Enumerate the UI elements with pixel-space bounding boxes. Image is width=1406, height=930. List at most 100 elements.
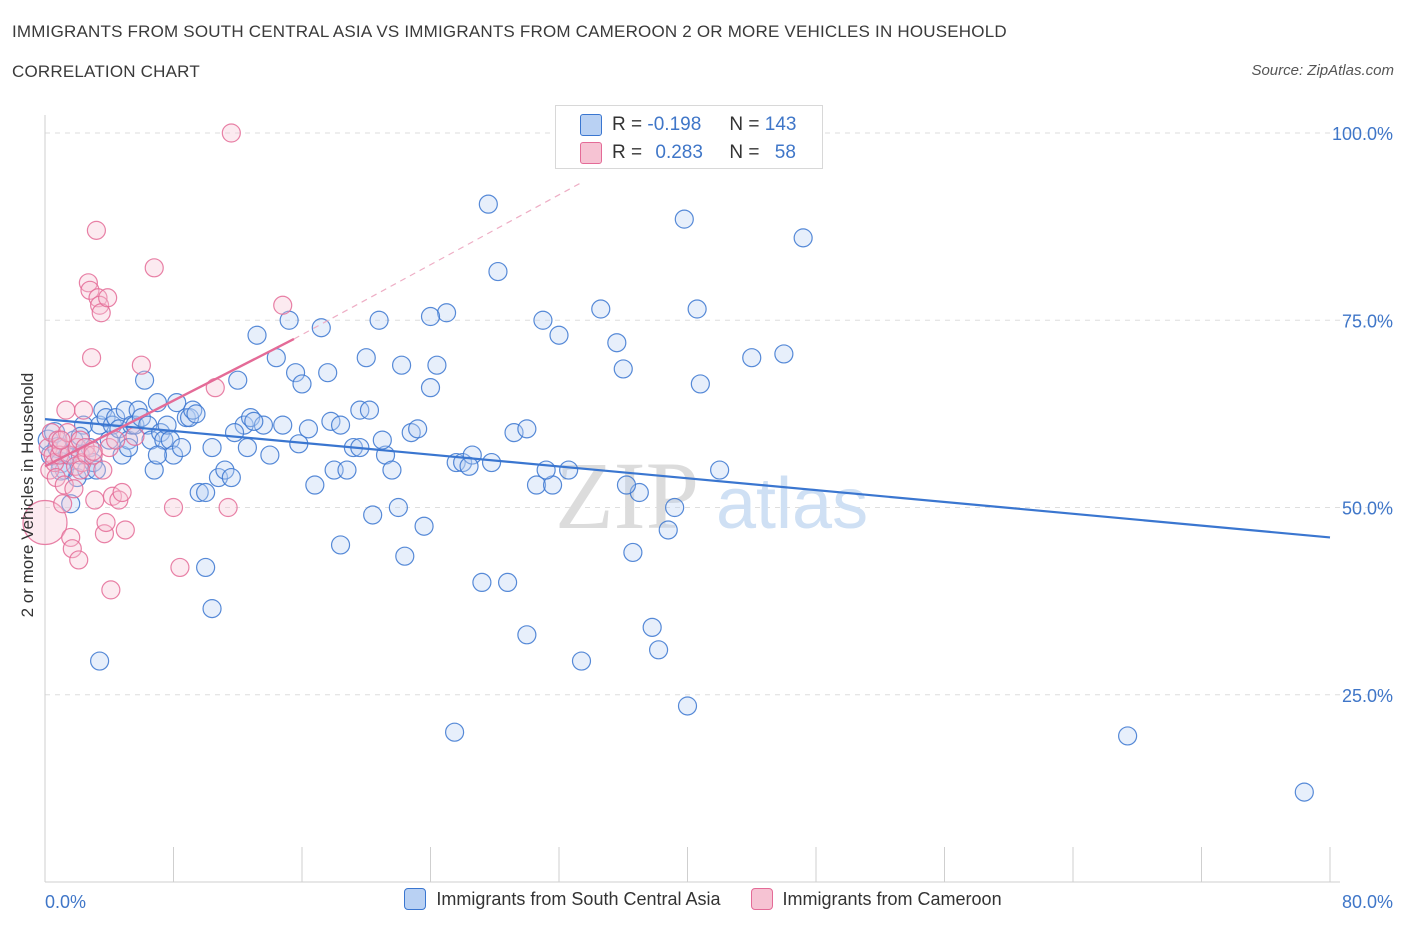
pink-point: [41, 423, 62, 443]
blue-point: [623, 542, 643, 563]
blue-point: [444, 722, 465, 742]
blue-point: [247, 325, 267, 345]
trend-line-cameroon: [44, 337, 295, 468]
pink-point: [51, 430, 71, 450]
legend-item-south-central-asia[interactable]: Immigrants from South Central Asia: [404, 888, 721, 910]
blue-point: [228, 370, 248, 390]
n-label: N =: [729, 142, 760, 163]
pink-point: [218, 497, 238, 518]
blue-point: [189, 482, 209, 503]
pink-point: [101, 580, 121, 600]
trend-lines: [44, 181, 1331, 539]
blue-point: [273, 415, 293, 435]
n-label: N =: [729, 114, 760, 135]
pink-point: [144, 258, 164, 278]
pink-point: [221, 123, 241, 143]
blue-point: [369, 310, 389, 330]
series-south-central-asia: [37, 194, 1314, 802]
x-tick-label: 0.0%: [45, 892, 86, 912]
blue-point: [330, 415, 351, 435]
blue-point: [134, 370, 155, 390]
pink-point: [125, 426, 145, 446]
stats-row-pink: R = 0.283 N = 58: [580, 139, 796, 167]
pink-point: [70, 460, 90, 480]
blue-point: [311, 318, 331, 338]
pink-point: [99, 437, 119, 458]
blue-point: [533, 310, 553, 330]
axes: [44, 115, 1340, 883]
legend-swatch-blue: [404, 888, 427, 910]
blue-point: [147, 445, 168, 465]
pink-point: [90, 295, 110, 315]
blue-point: [305, 475, 325, 495]
blue-point: [382, 460, 402, 480]
pink-point: [163, 497, 184, 518]
blue-point: [549, 325, 569, 345]
pink-point: [46, 467, 66, 488]
blue-point: [244, 411, 264, 431]
blue-point: [298, 419, 319, 439]
pink-point: [62, 539, 82, 559]
pink-point: [69, 550, 89, 570]
watermark-zip: ZIP: [555, 442, 699, 549]
blue-point: [504, 423, 524, 443]
blue-point: [234, 415, 254, 435]
blue-point: [642, 617, 662, 637]
trend-line-south-central-asia: [44, 418, 1331, 539]
stats-swatch-pink: [580, 142, 602, 164]
pink-point: [98, 288, 118, 308]
blue-point: [774, 344, 794, 364]
legend-label: Immigrants from South Central Asia: [436, 888, 721, 909]
blue-point: [171, 437, 192, 458]
blue-point: [710, 460, 730, 480]
blue-point: [183, 400, 203, 420]
blue-point: [742, 348, 762, 368]
tick-labels: 100.0% 75.0% 50.0% 25.0% 0.0% 80.0%: [45, 124, 1393, 912]
legend-item-cameroon[interactable]: Immigrants from Cameroon: [750, 888, 1002, 910]
blue-point: [356, 348, 376, 368]
y-tick-label: 25.0%: [1342, 686, 1393, 706]
watermark: ZIP atlas: [555, 442, 868, 549]
stats-box: R = -0.198 N = 143 R = 0.283 N = 58: [555, 105, 823, 169]
pink-point: [131, 355, 151, 375]
pink-point: [80, 280, 100, 300]
blue-point: [221, 467, 241, 488]
blue-point: [478, 194, 498, 214]
blue-point: [607, 333, 627, 353]
pink-point: [81, 348, 102, 368]
pink-point: [85, 490, 105, 510]
blue-point: [224, 423, 245, 443]
chart-title: IMMIGRANTS FROM SOUTH CENTRAL ASIA VS IM…: [12, 22, 1007, 41]
blue-point: [144, 460, 164, 480]
blue-point: [793, 228, 813, 248]
blue-point: [517, 625, 537, 645]
blue-point: [330, 535, 351, 555]
y-tick-label: 75.0%: [1342, 311, 1393, 331]
pink-point: [93, 460, 113, 480]
pink-point: [53, 494, 73, 514]
blue-point: [285, 363, 306, 383]
blue-point: [488, 261, 508, 282]
blue-point: [665, 497, 685, 518]
pink-point: [88, 288, 108, 308]
y-axis-label: 2 or more Vehicles in Household: [18, 372, 37, 618]
pink-point: [64, 479, 84, 499]
blue-point: [186, 404, 206, 424]
pink-point: [170, 557, 190, 578]
stats-swatch-blue: [580, 114, 602, 136]
legend-label: Immigrants from Cameroon: [782, 888, 1002, 909]
blue-point: [202, 599, 222, 619]
pink-point: [56, 400, 76, 420]
blue-point: [260, 445, 280, 465]
blue-point: [1294, 782, 1314, 802]
blue-point: [526, 475, 547, 495]
blue-point: [1118, 726, 1138, 746]
blue-point: [674, 209, 694, 229]
x-tick-label: 80.0%: [1342, 892, 1393, 912]
blue-point: [571, 651, 592, 671]
blue-point: [414, 516, 434, 536]
blue-point: [687, 299, 707, 319]
source-label: Source: ZipAtlas.com: [1251, 62, 1394, 79]
r-label: R =: [612, 114, 643, 135]
blue-point: [613, 359, 633, 379]
